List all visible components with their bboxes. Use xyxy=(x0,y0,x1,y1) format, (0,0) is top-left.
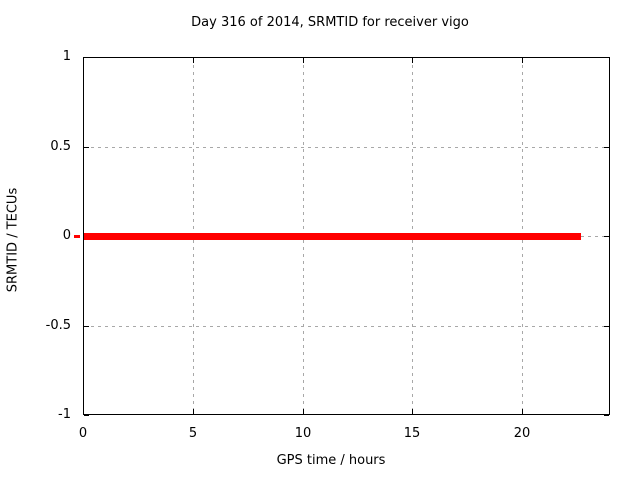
y-tick xyxy=(604,236,609,237)
y-tick xyxy=(604,415,609,416)
y-tick xyxy=(84,147,89,148)
y-gridline xyxy=(84,326,609,327)
x-tick xyxy=(83,409,84,414)
y-tick xyxy=(84,57,89,58)
x-tick xyxy=(412,58,413,63)
series-line-srmtid xyxy=(84,233,581,240)
y-gridline xyxy=(84,147,609,148)
x-tick xyxy=(83,58,84,63)
series-start-cap xyxy=(74,235,80,238)
y-tick xyxy=(604,147,609,148)
y-axis-label: SRMTID / TECUs xyxy=(5,187,21,293)
y-tick xyxy=(604,326,609,327)
x-tick xyxy=(412,409,413,414)
x-tick-label: 5 xyxy=(188,426,198,441)
y-tick xyxy=(84,415,89,416)
y-tick-label: 0 xyxy=(62,228,71,243)
y-tick-label: -1 xyxy=(58,407,71,422)
x-tick-label: 20 xyxy=(513,426,531,441)
x-tick-label: 0 xyxy=(78,426,88,441)
x-tick-label: 15 xyxy=(403,426,421,441)
y-tick xyxy=(604,57,609,58)
plot-border xyxy=(83,57,610,415)
x-tick-label: 10 xyxy=(294,426,312,441)
x-tick xyxy=(522,409,523,414)
y-tick-label: -0.5 xyxy=(45,318,71,333)
x-tick xyxy=(193,58,194,63)
x-tick xyxy=(303,58,304,63)
y-tick-label: 1 xyxy=(62,49,71,64)
x-axis-label: GPS time / hours xyxy=(276,453,386,468)
y-tick-label: 0.5 xyxy=(50,139,71,154)
y-tick xyxy=(84,326,89,327)
x-tick xyxy=(522,58,523,63)
x-tick xyxy=(193,409,194,414)
x-tick xyxy=(303,409,304,414)
chart-title: Day 316 of 2014, SRMTID for receiver vig… xyxy=(191,15,469,30)
